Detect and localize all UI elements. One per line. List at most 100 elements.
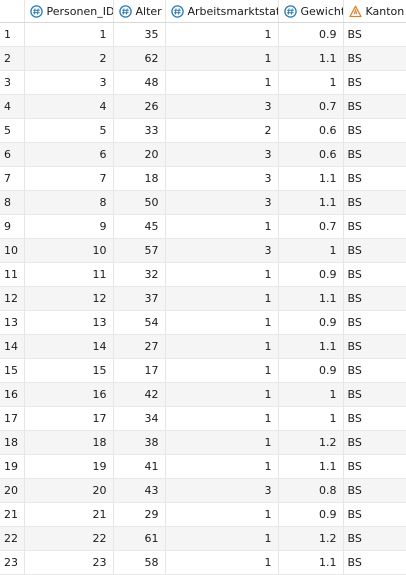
cell-personen-id[interactable]: 13 [24, 310, 114, 335]
cell-arbeitsmarktstatus[interactable]: 1 [165, 286, 279, 311]
cell-kanton[interactable]: BS [343, 358, 406, 383]
cell-gewicht[interactable]: 0.9 [278, 22, 344, 47]
cell-gewicht[interactable]: 0.6 [278, 142, 344, 167]
table-row[interactable]: 8 8 50 3 1.1 BS [0, 190, 406, 215]
cell-alter[interactable]: 41 [113, 454, 166, 479]
cell-alter[interactable]: 18 [113, 166, 166, 191]
cell-alter[interactable]: 61 [113, 526, 166, 551]
cell-kanton[interactable]: BS [343, 190, 406, 215]
cell-arbeitsmarktstatus[interactable]: 1 [165, 70, 279, 95]
cell-arbeitsmarktstatus[interactable]: 1 [165, 334, 279, 359]
cell-kanton[interactable]: BS [343, 406, 406, 431]
cell-arbeitsmarktstatus[interactable]: 1 [165, 526, 279, 551]
cell-personen-id[interactable]: 7 [24, 166, 114, 191]
cell-personen-id[interactable]: 2 [24, 46, 114, 71]
cell-kanton[interactable]: BS [343, 70, 406, 95]
cell-gewicht[interactable]: 0.6 [278, 118, 344, 143]
table-row[interactable]: 21 21 29 1 0.9 BS [0, 502, 406, 527]
cell-kanton[interactable]: BS [343, 22, 406, 47]
table-row[interactable]: 7 7 18 3 1.1 BS [0, 166, 406, 191]
cell-arbeitsmarktstatus[interactable]: 1 [165, 406, 279, 431]
cell-kanton[interactable]: BS [343, 310, 406, 335]
cell-alter[interactable]: 37 [113, 286, 166, 311]
table-row[interactable]: 22 22 61 1 1.2 BS [0, 526, 406, 551]
cell-personen-id[interactable]: 10 [24, 238, 114, 263]
table-row[interactable]: 13 13 54 1 0.9 BS [0, 310, 406, 335]
cell-alter[interactable]: 54 [113, 310, 166, 335]
column-header-arbeitsmarktstatus[interactable]: Arbeitsmarktstatus [165, 0, 279, 23]
cell-arbeitsmarktstatus[interactable]: 1 [165, 454, 279, 479]
table-row[interactable]: 23 23 58 1 1.1 BS [0, 550, 406, 575]
cell-gewicht[interactable]: 1 [278, 70, 344, 95]
cell-arbeitsmarktstatus[interactable]: 3 [165, 142, 279, 167]
cell-gewicht[interactable]: 1.1 [278, 190, 344, 215]
table-row[interactable]: 4 4 26 3 0.7 BS [0, 94, 406, 119]
cell-kanton[interactable]: BS [343, 94, 406, 119]
cell-arbeitsmarktstatus[interactable]: 3 [165, 478, 279, 503]
cell-gewicht[interactable]: 1.1 [278, 46, 344, 71]
cell-arbeitsmarktstatus[interactable]: 1 [165, 22, 279, 47]
cell-arbeitsmarktstatus[interactable]: 3 [165, 190, 279, 215]
table-row[interactable]: 17 17 34 1 1 BS [0, 406, 406, 431]
cell-personen-id[interactable]: 5 [24, 118, 114, 143]
cell-personen-id[interactable]: 12 [24, 286, 114, 311]
table-row[interactable]: 9 9 45 1 0.7 BS [0, 214, 406, 239]
cell-arbeitsmarktstatus[interactable]: 1 [165, 358, 279, 383]
cell-gewicht[interactable]: 0.9 [278, 358, 344, 383]
cell-arbeitsmarktstatus[interactable]: 1 [165, 430, 279, 455]
cell-arbeitsmarktstatus[interactable]: 3 [165, 166, 279, 191]
cell-arbeitsmarktstatus[interactable]: 1 [165, 214, 279, 239]
cell-personen-id[interactable]: 18 [24, 430, 114, 455]
cell-alter[interactable]: 57 [113, 238, 166, 263]
table-row[interactable]: 10 10 57 3 1 BS [0, 238, 406, 263]
table-row[interactable]: 6 6 20 3 0.6 BS [0, 142, 406, 167]
cell-alter[interactable]: 27 [113, 334, 166, 359]
cell-kanton[interactable]: BS [343, 46, 406, 71]
cell-arbeitsmarktstatus[interactable]: 3 [165, 238, 279, 263]
table-row[interactable]: 11 11 32 1 0.9 BS [0, 262, 406, 287]
cell-arbeitsmarktstatus[interactable]: 1 [165, 310, 279, 335]
column-header-kanton[interactable]: Kanton [343, 0, 406, 23]
cell-personen-id[interactable]: 6 [24, 142, 114, 167]
table-row[interactable]: 2 2 62 1 1.1 BS [0, 46, 406, 71]
cell-alter[interactable]: 32 [113, 262, 166, 287]
cell-personen-id[interactable]: 22 [24, 526, 114, 551]
cell-alter[interactable]: 33 [113, 118, 166, 143]
cell-gewicht[interactable]: 0.9 [278, 310, 344, 335]
table-row[interactable]: 14 14 27 1 1.1 BS [0, 334, 406, 359]
cell-gewicht[interactable]: 0.8 [278, 478, 344, 503]
cell-alter[interactable]: 43 [113, 478, 166, 503]
table-row[interactable]: 18 18 38 1 1.2 BS [0, 430, 406, 455]
cell-kanton[interactable]: BS [343, 478, 406, 503]
cell-alter[interactable]: 45 [113, 214, 166, 239]
cell-kanton[interactable]: BS [343, 430, 406, 455]
cell-arbeitsmarktstatus[interactable]: 1 [165, 550, 279, 575]
cell-personen-id[interactable]: 1 [24, 22, 114, 47]
cell-gewicht[interactable]: 0.9 [278, 502, 344, 527]
cell-personen-id[interactable]: 14 [24, 334, 114, 359]
cell-personen-id[interactable]: 17 [24, 406, 114, 431]
table-row[interactable]: 3 3 48 1 1 BS [0, 70, 406, 95]
cell-alter[interactable]: 20 [113, 142, 166, 167]
table-row[interactable]: 1 1 35 1 0.9 BS [0, 22, 406, 47]
cell-personen-id[interactable]: 8 [24, 190, 114, 215]
cell-alter[interactable]: 42 [113, 382, 166, 407]
cell-gewicht[interactable]: 1.1 [278, 286, 344, 311]
cell-personen-id[interactable]: 19 [24, 454, 114, 479]
column-header-gewicht[interactable]: Gewicht [278, 0, 344, 23]
table-row[interactable]: 19 19 41 1 1.1 BS [0, 454, 406, 479]
cell-personen-id[interactable]: 4 [24, 94, 114, 119]
cell-personen-id[interactable]: 9 [24, 214, 114, 239]
cell-kanton[interactable]: BS [343, 118, 406, 143]
table-row[interactable]: 20 20 43 3 0.8 BS [0, 478, 406, 503]
cell-alter[interactable]: 62 [113, 46, 166, 71]
cell-alter[interactable]: 48 [113, 70, 166, 95]
cell-alter[interactable]: 34 [113, 406, 166, 431]
cell-personen-id[interactable]: 15 [24, 358, 114, 383]
cell-kanton[interactable]: BS [343, 526, 406, 551]
table-row[interactable]: 15 15 17 1 0.9 BS [0, 358, 406, 383]
cell-gewicht[interactable]: 1 [278, 382, 344, 407]
cell-arbeitsmarktstatus[interactable]: 1 [165, 502, 279, 527]
cell-arbeitsmarktstatus[interactable]: 3 [165, 94, 279, 119]
cell-gewicht[interactable]: 1 [278, 238, 344, 263]
